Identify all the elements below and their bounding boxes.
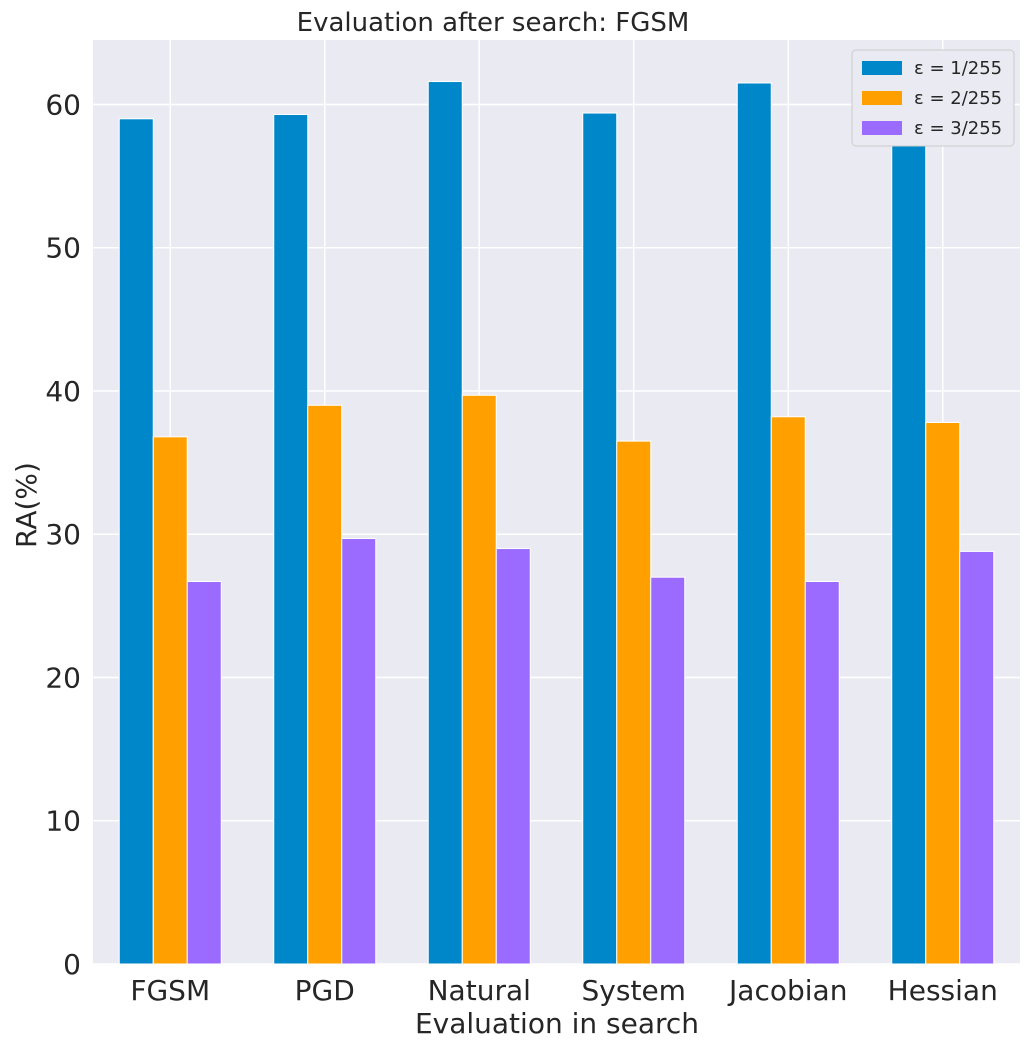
x-tick-label: PGD — [295, 974, 355, 1007]
bars-group — [118, 81, 995, 965]
x-tick-label: Hessian — [888, 974, 998, 1007]
plot-background — [93, 40, 1020, 964]
bar-system-series-1 — [582, 112, 618, 965]
chart-title: Evaluation after search: FGSM — [297, 8, 690, 38]
bar-system-series-3 — [650, 576, 686, 965]
bar-pgd-series-3 — [341, 538, 377, 965]
bar-jacobian-series-3 — [804, 581, 840, 965]
bar-natural-series-3 — [495, 548, 531, 965]
legend-swatch-1 — [862, 61, 902, 75]
y-tick-label: 10 — [45, 805, 81, 838]
x-axis-label: Evaluation in search — [415, 1007, 699, 1040]
bar-natural-series-2 — [461, 394, 497, 965]
legend-swatch-2 — [862, 91, 902, 105]
y-tick-label: 50 — [45, 232, 81, 265]
bar-natural-series-1 — [427, 81, 463, 965]
bar-fgsm-series-1 — [118, 118, 154, 965]
y-axis-label: RA(%) — [10, 462, 43, 548]
x-tick-label: FGSM — [130, 974, 210, 1007]
x-tick-label: Jacobian — [727, 974, 847, 1007]
y-tick-label: 40 — [45, 375, 81, 408]
legend-label-2: ε = 2/255 — [914, 88, 1002, 109]
y-tick-label: 30 — [45, 518, 81, 551]
bar-system-series-2 — [616, 440, 652, 965]
y-tick-label: 0 — [63, 948, 81, 981]
legend-swatch-3 — [862, 121, 902, 135]
y-tick-label: 20 — [45, 661, 81, 694]
bar-hessian-series-3 — [959, 550, 995, 965]
bar-jacobian-series-1 — [736, 82, 772, 965]
legend: ε = 1/255 ε = 2/255 ε = 3/255 — [851, 49, 1015, 147]
bar-fgsm-series-3 — [186, 581, 222, 965]
x-tick-label: Natural — [428, 974, 531, 1007]
legend-label-1: ε = 1/255 — [914, 58, 1002, 79]
legend-label-3: ε = 3/255 — [914, 118, 1002, 139]
x-tick-label: System — [582, 974, 686, 1007]
ticks-group: 0 10 20 30 40 50 60 FGSM PGD Natural System Jacobia… — [45, 88, 997, 1007]
y-tick-label: 60 — [45, 88, 81, 121]
bar-hessian-series-1 — [891, 129, 927, 965]
bar-jacobian-series-2 — [770, 416, 806, 965]
bar-fgsm-series-2 — [152, 436, 188, 965]
bar-hessian-series-2 — [925, 421, 961, 965]
bar-pgd-series-1 — [273, 113, 309, 965]
bar-pgd-series-2 — [307, 404, 343, 965]
